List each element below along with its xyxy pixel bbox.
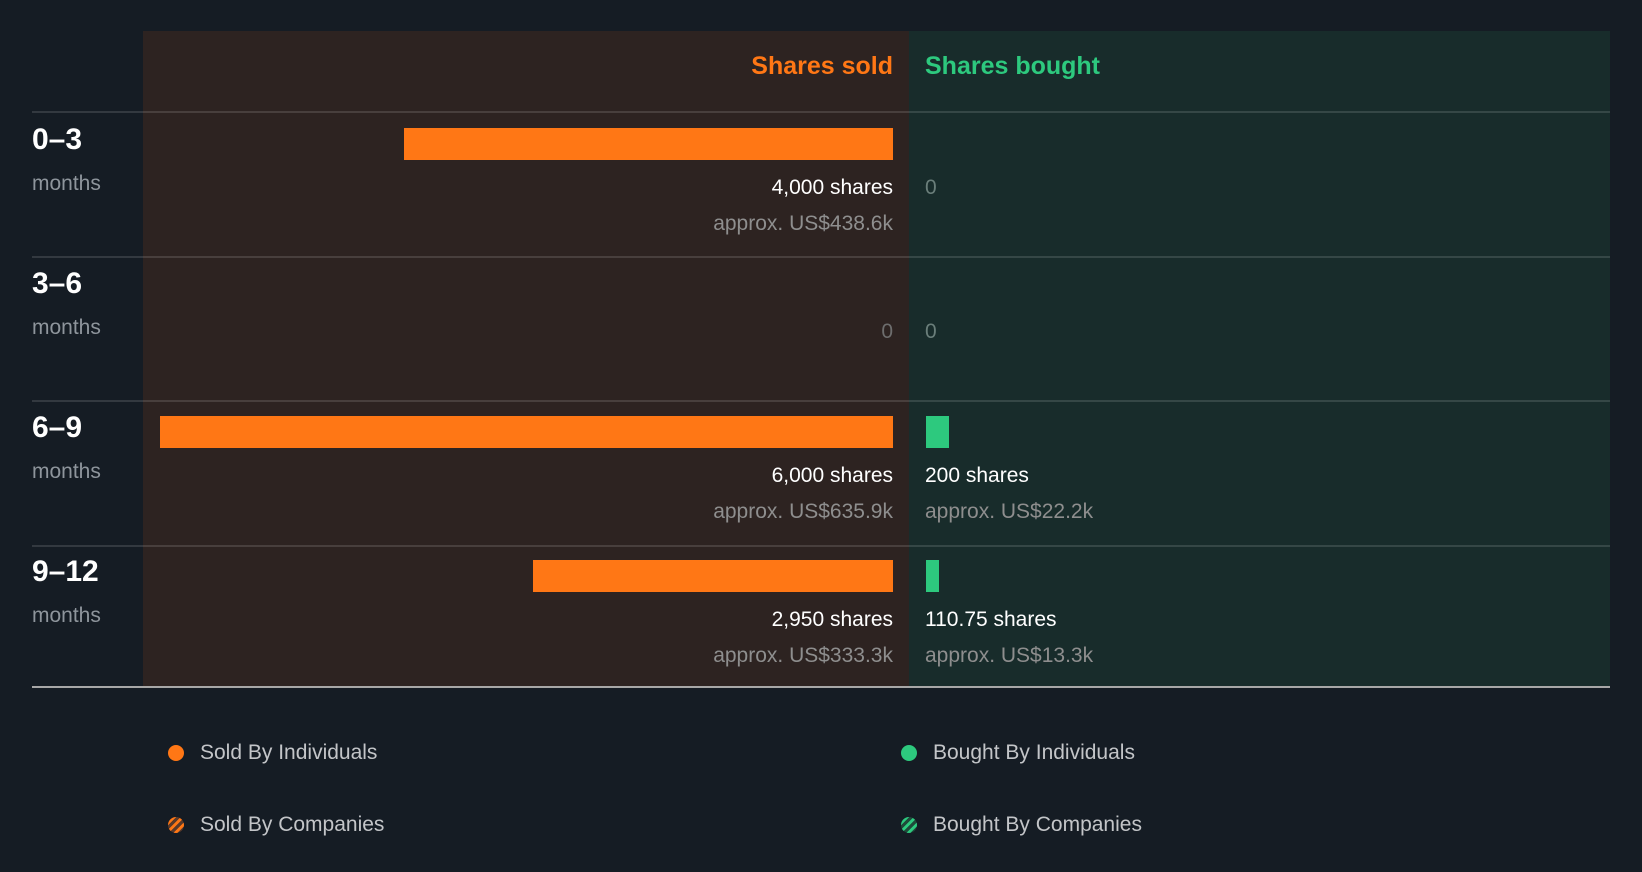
bar-bought xyxy=(926,416,949,448)
bar-bought xyxy=(926,560,939,592)
bought-shares: 0 xyxy=(925,176,937,199)
legend-label: Sold By Companies xyxy=(200,813,385,836)
sold-value: approx. US$333.3k xyxy=(713,644,893,667)
bar-sold xyxy=(533,560,893,592)
period-label: 9–12 xyxy=(32,555,99,588)
row-divider xyxy=(32,256,1610,258)
period-unit: months xyxy=(32,316,101,339)
period-label: 0–3 xyxy=(32,123,83,156)
row-divider xyxy=(32,111,1610,113)
legend-sold-companies: Sold By Companies xyxy=(168,813,384,837)
legend-label: Sold By Individuals xyxy=(200,741,378,764)
shares-bought-header: Shares bought xyxy=(925,52,1101,80)
chart-baseline xyxy=(32,686,1610,688)
legend-bought-individuals: Bought By Individuals xyxy=(901,741,1135,765)
orange-striped-dot-icon xyxy=(168,817,184,833)
sold-value: approx. US$635.9k xyxy=(713,500,893,523)
row-divider xyxy=(32,400,1610,402)
legend-label: Bought By Companies xyxy=(933,813,1142,836)
sold-shares: 4,000 shares xyxy=(771,176,893,199)
green-dot-icon xyxy=(901,745,917,761)
bar-sold xyxy=(404,128,893,160)
legend-label: Bought By Individuals xyxy=(933,741,1135,764)
period-label: 3–6 xyxy=(32,267,83,300)
sold-shares: 6,000 shares xyxy=(771,464,893,487)
legend-sold-individuals: Sold By Individuals xyxy=(168,741,377,765)
shares-bought-panel xyxy=(909,31,1610,687)
bought-shares: 110.75 shares xyxy=(925,608,1057,631)
bought-shares: 200 shares xyxy=(925,464,1029,487)
sold-shares: 2,950 shares xyxy=(771,608,893,631)
shares-sold-header: Shares sold xyxy=(751,52,893,80)
sold-shares: 0 xyxy=(881,320,893,343)
orange-dot-icon xyxy=(168,745,184,761)
period-unit: months xyxy=(32,604,101,627)
period-unit: months xyxy=(32,460,101,483)
period-label: 6–9 xyxy=(32,411,83,444)
bought-value: approx. US$22.2k xyxy=(925,500,1094,523)
sold-value: approx. US$438.6k xyxy=(713,212,893,235)
row-divider xyxy=(32,545,1610,547)
period-unit: months xyxy=(32,172,101,195)
bar-sold xyxy=(160,416,893,448)
green-striped-dot-icon xyxy=(901,817,917,833)
bought-shares: 0 xyxy=(925,320,937,343)
bought-value: approx. US$13.3k xyxy=(925,644,1094,667)
legend-bought-companies: Bought By Companies xyxy=(901,813,1142,837)
